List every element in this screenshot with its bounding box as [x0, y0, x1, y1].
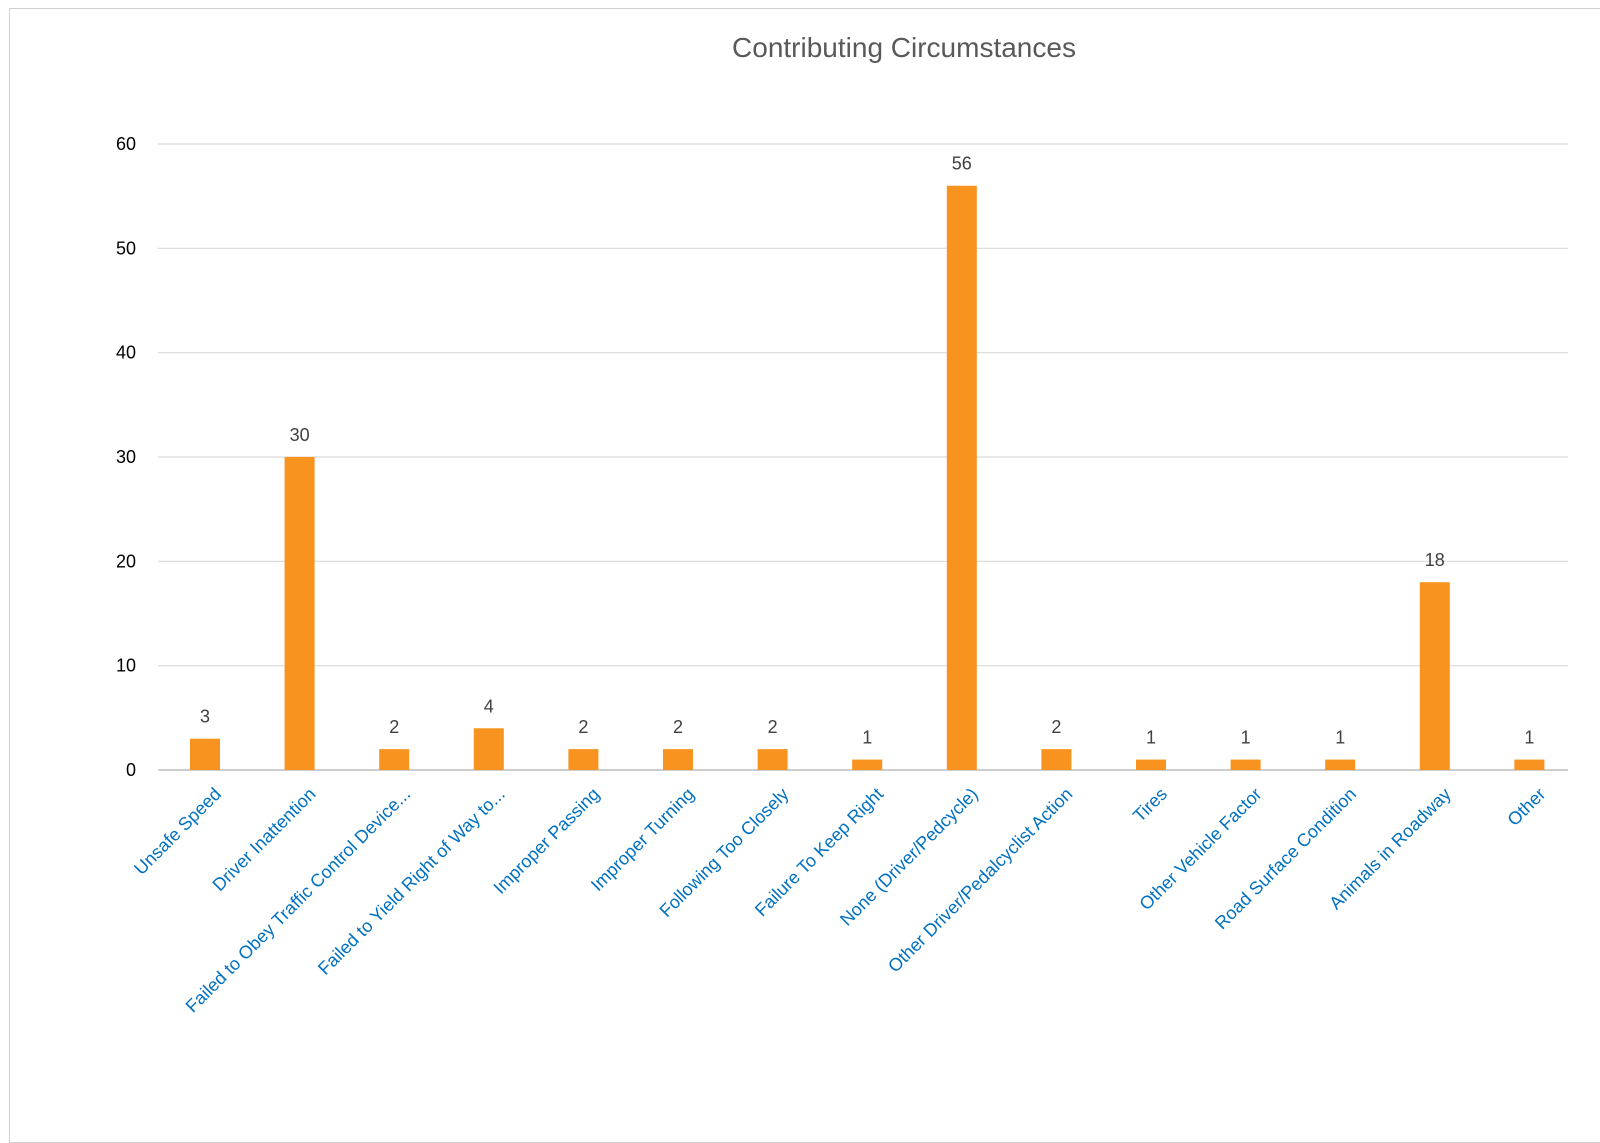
data-label: 3	[200, 707, 210, 727]
bar	[1230, 759, 1261, 770]
data-label: 1	[1241, 728, 1251, 748]
bar	[1325, 759, 1356, 770]
gridlines	[158, 143, 1568, 771]
y-tick-label: 40	[116, 343, 136, 363]
data-label: 2	[673, 717, 683, 737]
data-label: 1	[862, 728, 872, 748]
bar	[852, 759, 883, 770]
data-label: 1	[1146, 728, 1156, 748]
x-tick-label: Tires	[1129, 784, 1171, 826]
data-label: 56	[952, 154, 972, 174]
bar	[1419, 582, 1450, 770]
y-axis-ticks: 0 10 20 30 40 50 60	[116, 134, 136, 780]
bar	[1514, 759, 1545, 770]
data-label: 2	[389, 717, 399, 737]
bar	[284, 457, 315, 770]
y-tick-label: 30	[116, 447, 136, 467]
y-tick-label: 10	[116, 656, 136, 676]
bar	[663, 749, 693, 770]
data-label: 30	[290, 425, 310, 445]
bar	[946, 185, 977, 770]
y-tick-label: 0	[126, 760, 136, 780]
data-label: 1	[1335, 728, 1345, 748]
data-label: 2	[1051, 717, 1061, 737]
x-tick-label: Failed to Yield Right of Way to...	[314, 784, 509, 979]
data-label: 1	[1524, 728, 1534, 748]
bar	[379, 749, 410, 770]
data-label: 2	[578, 717, 588, 737]
chart-frame	[9, 8, 1600, 1143]
x-tick-label: Driver Inattention	[209, 784, 320, 895]
data-label: 4	[484, 696, 494, 716]
bar	[1041, 749, 1072, 770]
bar	[473, 728, 504, 770]
data-label: 18	[1425, 550, 1445, 570]
bars	[190, 185, 1545, 770]
y-tick-label: 60	[116, 134, 136, 154]
chart-title: Contributing Circumstances	[732, 32, 1076, 63]
bar	[757, 749, 788, 770]
x-tick-label: Other	[1503, 784, 1549, 830]
data-label: 2	[768, 717, 778, 737]
bar	[1136, 759, 1166, 770]
y-tick-label: 50	[116, 238, 136, 258]
bar	[568, 749, 599, 770]
y-tick-label: 20	[116, 551, 136, 571]
data-labels: 3 30 2 4 2 2 2 1 56 2 1 1 1 18 1	[200, 154, 1534, 748]
bar	[190, 738, 220, 770]
x-tick-label: Improper Turning	[587, 784, 698, 895]
x-tick-label: Unsafe Speed	[130, 784, 225, 879]
x-tick-label: Other Driver/Pedalcyclist Action	[884, 784, 1076, 976]
